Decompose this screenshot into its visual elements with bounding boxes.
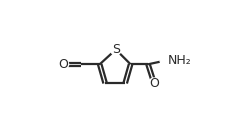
Text: NH₂: NH₂ [167,54,190,67]
Circle shape [148,78,158,88]
Text: O: O [58,58,68,71]
Text: S: S [111,43,119,56]
Circle shape [110,44,121,55]
Circle shape [58,59,68,69]
Circle shape [159,54,173,67]
Text: O: O [148,77,158,90]
